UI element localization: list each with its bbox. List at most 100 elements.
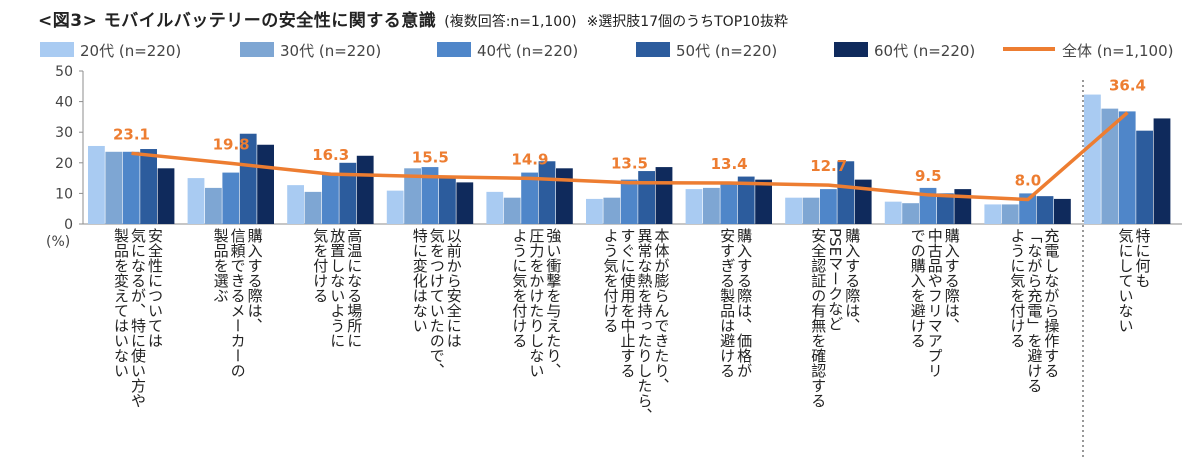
bar: [802, 197, 820, 224]
bar: [937, 193, 954, 224]
category-label: 購入する際は、価格が 安すぎる製品は避ける: [718, 228, 753, 378]
legend-swatch-2: [240, 42, 274, 57]
category-label: 以前から安全には 気をつけていたので、 特に変化はない: [410, 228, 462, 378]
bar: [287, 185, 304, 224]
total-data-label: 36.4: [1109, 77, 1146, 95]
bar: [257, 144, 274, 224]
bar: [105, 151, 123, 224]
legend-label-3: 40代 (n=220): [477, 42, 578, 60]
bar: [785, 197, 802, 224]
bar: [902, 203, 919, 224]
chart-title: <図3> モバイルバッテリーの安全性に関する意識 (複数回答:n=1,100) ※選…: [38, 6, 788, 31]
bar: [157, 168, 175, 224]
bar: [538, 161, 556, 224]
total-data-label: 19.8: [213, 135, 250, 153]
y-tick-label: 20: [55, 156, 73, 172]
bar: [404, 168, 421, 224]
bar: [737, 176, 755, 224]
bar: [755, 179, 772, 224]
bar: [854, 179, 872, 224]
legend-swatch-5: [834, 42, 868, 57]
y-tick-label: 40: [55, 95, 73, 111]
legend-swatch-1: [40, 42, 74, 57]
bar: [421, 167, 439, 224]
bar: [703, 187, 720, 224]
bar: [820, 189, 837, 224]
bar: [456, 182, 474, 224]
y-tick-label: 50: [55, 64, 73, 80]
total-line: [131, 111, 1129, 202]
bar: [356, 155, 374, 224]
bar: [884, 201, 902, 224]
bar: [222, 172, 240, 224]
bar: [486, 191, 504, 224]
category-label: 購入する際は、 PSEマークなど 安全認証の有無を確認する: [809, 228, 861, 408]
legend-label-1: 20代 (n=220): [80, 42, 181, 60]
bar: [586, 198, 603, 224]
category-label: 購入する際は、 中古品やフリマアプリ での購入を避ける: [908, 228, 960, 378]
total-data-label: 13.4: [711, 155, 748, 173]
category-label: 購入する際は、 信頼できるメーカーの 製品を選ぶ: [211, 228, 263, 378]
category-label: 高温になる場所に 放置しないように 気を付ける: [311, 228, 363, 348]
bar: [984, 204, 1002, 224]
chart-title-sample: (複数回答:n=1,100): [444, 14, 577, 30]
legend-label-5: 60代 (n=220): [874, 42, 975, 60]
bar: [954, 189, 972, 224]
y-tick-label: 30: [55, 125, 73, 141]
bar: [638, 171, 655, 224]
bar: [503, 197, 521, 224]
bar: [1153, 118, 1171, 224]
legend-swatch-3: [437, 42, 471, 57]
bar: [837, 161, 855, 224]
bar: [1001, 204, 1019, 224]
bar: [140, 149, 157, 224]
bar: [521, 172, 538, 224]
total-data-label: 14.9: [511, 150, 548, 168]
bar: [386, 190, 404, 224]
bar: [1118, 111, 1136, 224]
bar: [620, 179, 638, 224]
y-tick-label: 0: [64, 217, 73, 233]
bar: [556, 168, 573, 224]
bar: [205, 187, 222, 224]
legend-label-4: 50代 (n=220): [676, 42, 777, 60]
bar: [304, 191, 322, 224]
category-label: 安全性については 気になるが、特に使い方や 製品を変えてはいない: [112, 228, 163, 408]
bar: [1054, 198, 1071, 224]
chart-title-main: <図3> モバイルバッテリーの安全性に関する意識: [38, 11, 437, 31]
bar: [88, 145, 105, 224]
legend-swatch-4: [636, 42, 670, 57]
bar: [1084, 94, 1101, 224]
category-label: 本体が膨らんできたり、 異常な熱を持ったりしたら、 すぐに使用を中止する よう気…: [601, 228, 670, 423]
category-label: 充電しながら操作する 「ながら充電」を避ける ように気を付ける: [1008, 228, 1060, 393]
bar: [1101, 108, 1119, 224]
total-data-label: 16.3: [312, 146, 349, 164]
bar: [655, 167, 673, 224]
bar: [1036, 196, 1054, 224]
bar: [919, 187, 937, 224]
y-tick-label: 10: [55, 186, 73, 202]
total-data-label: 23.1: [113, 125, 150, 143]
total-data-label: 9.5: [915, 167, 942, 185]
bar: [1136, 130, 1153, 224]
bar: [685, 189, 703, 224]
bar: [322, 173, 339, 224]
bar: [339, 162, 357, 224]
total-data-label: 12.7: [810, 157, 847, 175]
bar: [122, 151, 140, 224]
chart-title-note: ※選択肢17個のうちTOP10抜粋: [586, 14, 788, 30]
bar: [239, 133, 257, 224]
legend-label-2: 30代 (n=220): [280, 42, 381, 60]
bar: [720, 183, 738, 224]
legend-label-total: 全体 (n=1,100): [1062, 42, 1174, 60]
total-data-label: 13.5: [611, 155, 648, 173]
total-data-label: 8.0: [1015, 172, 1042, 190]
category-label: 特に何も 気にしていない: [1116, 228, 1151, 333]
category-label: 強い衝撃を与えたり、 圧力をかけたりしない ように気を付ける: [510, 228, 562, 378]
bar: [603, 197, 621, 224]
bar: [439, 176, 456, 224]
total-data-label: 15.5: [412, 149, 449, 167]
bar: [187, 178, 205, 224]
y-axis-unit: (%): [46, 234, 71, 250]
